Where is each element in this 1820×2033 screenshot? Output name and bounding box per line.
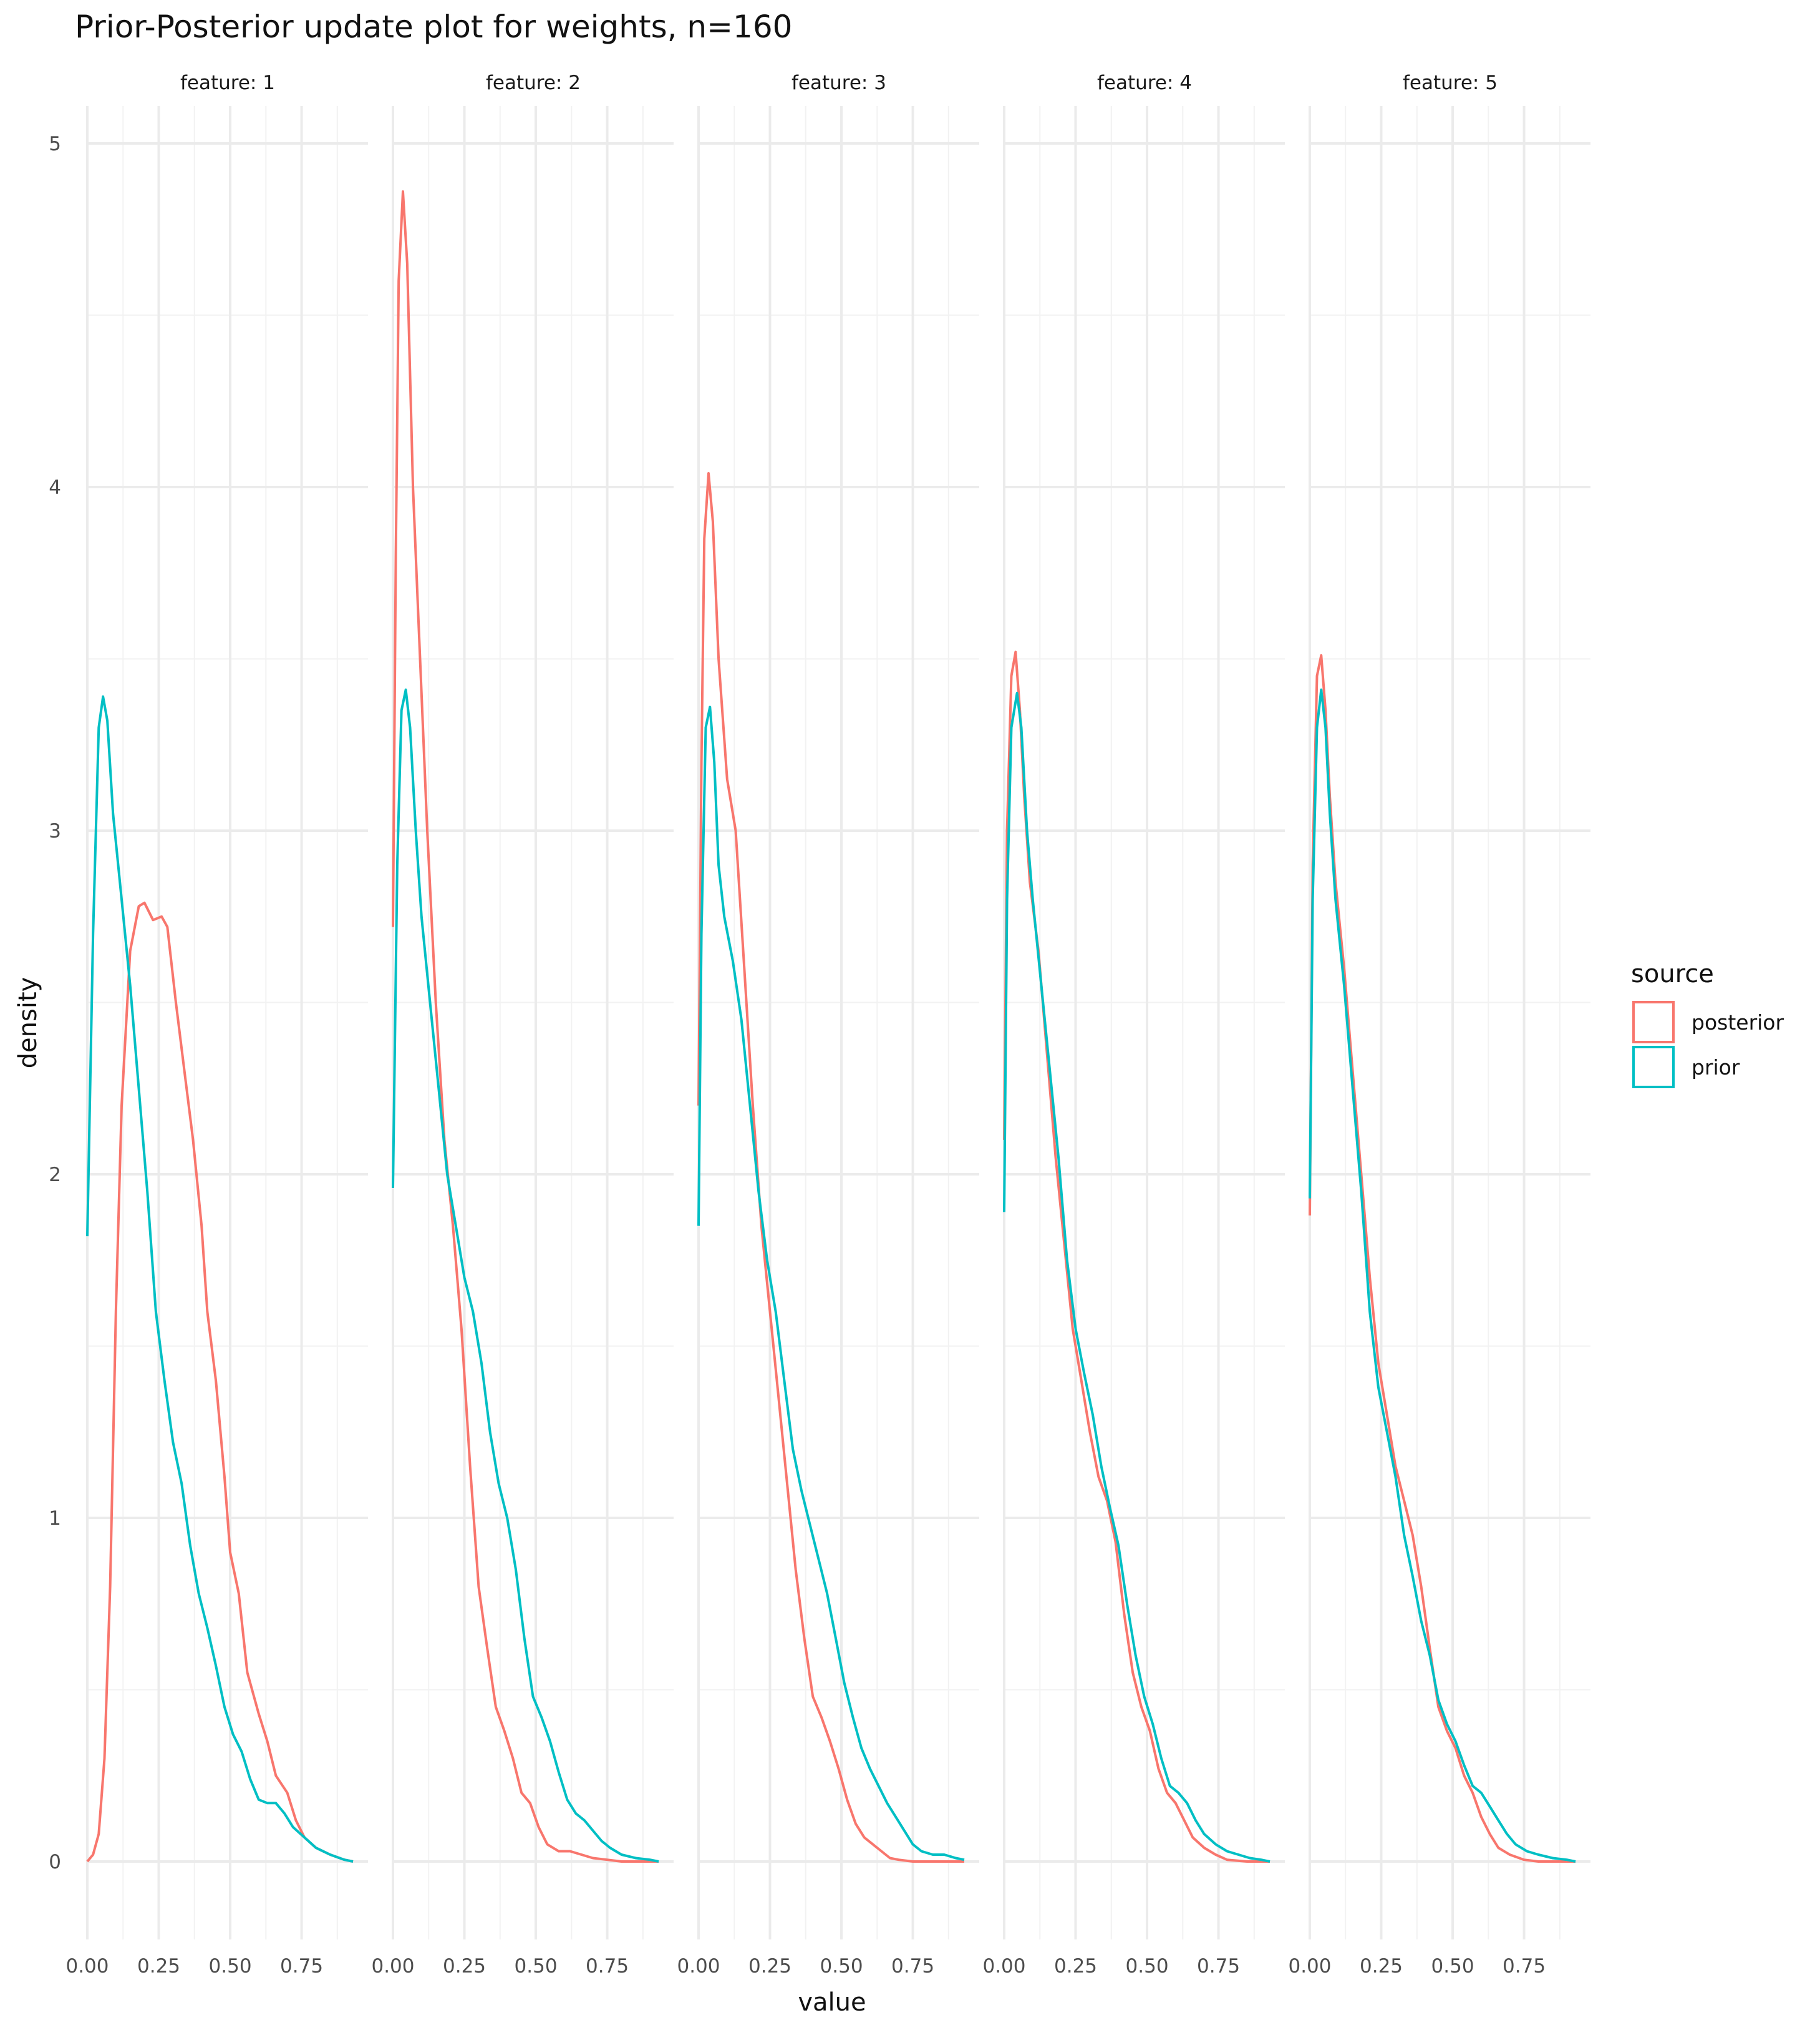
legend-key [1632,1046,1675,1088]
legend-title: source [1631,960,1714,988]
posterior-density-line [697,472,964,1863]
legend-label: prior [1692,1055,1740,1079]
x-tick-label: 0.50 [820,1955,863,1977]
facet-strip-label: feature: 3 [791,72,886,94]
x-tick-label: 0.00 [371,1955,414,1977]
facet-strip-label: feature: 4 [1097,72,1192,94]
y-tick-label: 0 [49,1851,61,1873]
x-tick-label: 0.00 [677,1955,720,1977]
legend-items: posterior prior [1632,1001,1784,1088]
x-tick-label: 0.75 [1197,1955,1240,1977]
x-tick-label: 0.25 [1054,1955,1097,1977]
facet-panel: feature: 5 0.00 0.25 0.50 0.75 [1288,72,1590,1977]
posterior-density-line [86,901,354,1863]
x-tick-label: 0.00 [1288,1955,1331,1977]
prior-density-line [86,695,354,1863]
legend: source posterior prior [1631,960,1784,1088]
prior-density-line [392,688,659,1863]
y-axis-title: density [14,977,42,1069]
x-tick-label: 0.25 [443,1955,486,1977]
x-tick-label: 0.50 [209,1955,252,1977]
y-tick-label: 5 [49,133,61,155]
facet-panel: feature: 3 0.00 0.25 0.50 0.75 [677,72,979,1977]
x-tick-label: 0.25 [137,1955,180,1977]
facet-strip-label: feature: 2 [486,72,581,94]
prior-density-line [697,705,965,1862]
x-tick-label: 0.75 [280,1955,323,1977]
x-tick-label: 0.75 [586,1955,629,1977]
x-tick-label: 0.00 [982,1955,1025,1977]
x-tick-label: 0.25 [748,1955,791,1977]
facet-panel: feature: 2 0.00 0.25 0.50 0.75 [371,72,674,1977]
x-tick-label: 0.50 [515,1955,558,1977]
x-tick-label: 0.75 [1503,1955,1546,1977]
facet-strip-label: feature: 5 [1403,72,1498,94]
facet-panel: feature: 1 0.00 0.25 0.50 0.75 [65,72,368,1977]
legend-label: posterior [1692,1010,1784,1035]
facet-strip-label: feature: 1 [180,72,275,94]
legend-key [1632,1001,1675,1043]
x-tick-label: 0.00 [65,1955,109,1977]
x-tick-label: 0.50 [1431,1955,1474,1977]
chart-title: Prior-Posterior update plot for weights,… [75,9,792,45]
posterior-density-line [392,190,659,1863]
prior-density-line [1003,692,1271,1863]
y-tick-label: 2 [49,1164,61,1186]
facet-panel: feature: 4 0.00 0.25 0.50 0.75 [982,72,1285,1977]
prior-density-line [1309,688,1576,1863]
y-tick-label: 4 [49,476,61,499]
x-tick-label: 0.50 [1126,1955,1169,1977]
x-tick-label: 0.25 [1360,1955,1403,1977]
x-tick-label: 0.75 [891,1955,934,1977]
y-tick-label: 3 [49,820,61,843]
facet-panels: feature: 1 0.00 0.25 0.50 0.75 feature: 2 0.00… [49,72,1590,1977]
x-axis-title: value [798,1988,866,2017]
y-tick-label: 1 [49,1507,61,1530]
